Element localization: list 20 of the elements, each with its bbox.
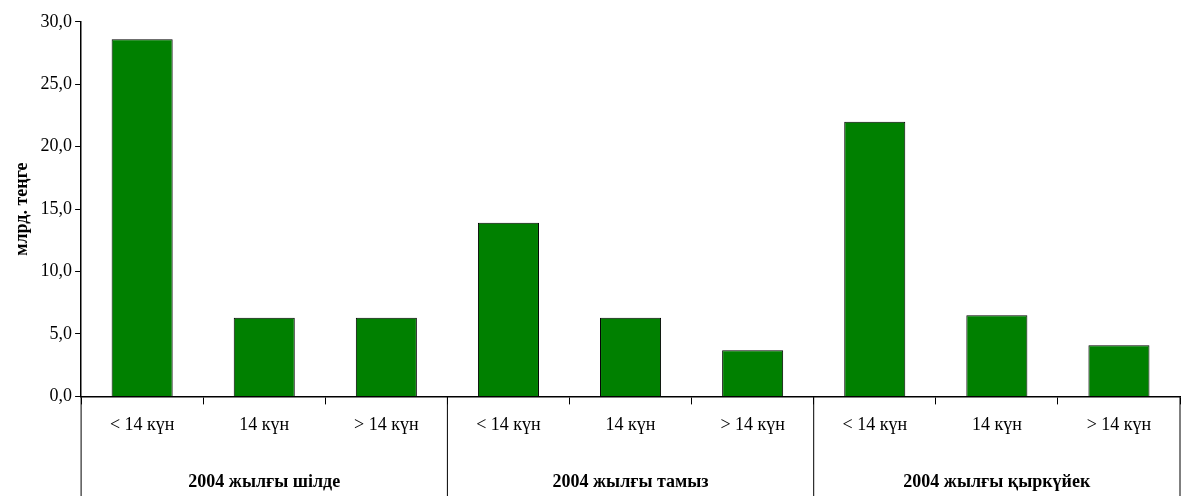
x-tick-label: > 14 күн [354, 413, 419, 434]
y-tick-label: 25,0 [40, 72, 73, 93]
x-tick-label: < 14 күн [109, 413, 175, 434]
y-tick-label: 20,0 [40, 135, 73, 156]
text: 2004 жылғы тамыз [552, 470, 709, 491]
x-tick-label: 14 күн [605, 413, 656, 434]
x-tick-label: > 14 күн [720, 413, 786, 434]
y-tick-label: 30,0 [40, 10, 73, 31]
text: 2004 жылғы қыркүйек [903, 470, 1091, 491]
x-tick-label: 14 күн [239, 413, 290, 434]
y-tick-label: 5,0 [49, 322, 73, 343]
y-tick-label: 0,0 [49, 385, 73, 406]
y-tick-label: 10,0 [40, 260, 73, 281]
x-tick-label: < 14 күн [842, 413, 908, 434]
text: 2004 жылғы шілде [188, 470, 341, 491]
x-tick-label: 14 күн [971, 413, 1023, 434]
y-axis-title: млрд. теңге [11, 162, 32, 256]
y-tick-label: 15,0 [40, 197, 73, 218]
x-tick-label: > 14 күн [1086, 413, 1152, 434]
x-tick-label: < 14 күн [476, 413, 542, 434]
